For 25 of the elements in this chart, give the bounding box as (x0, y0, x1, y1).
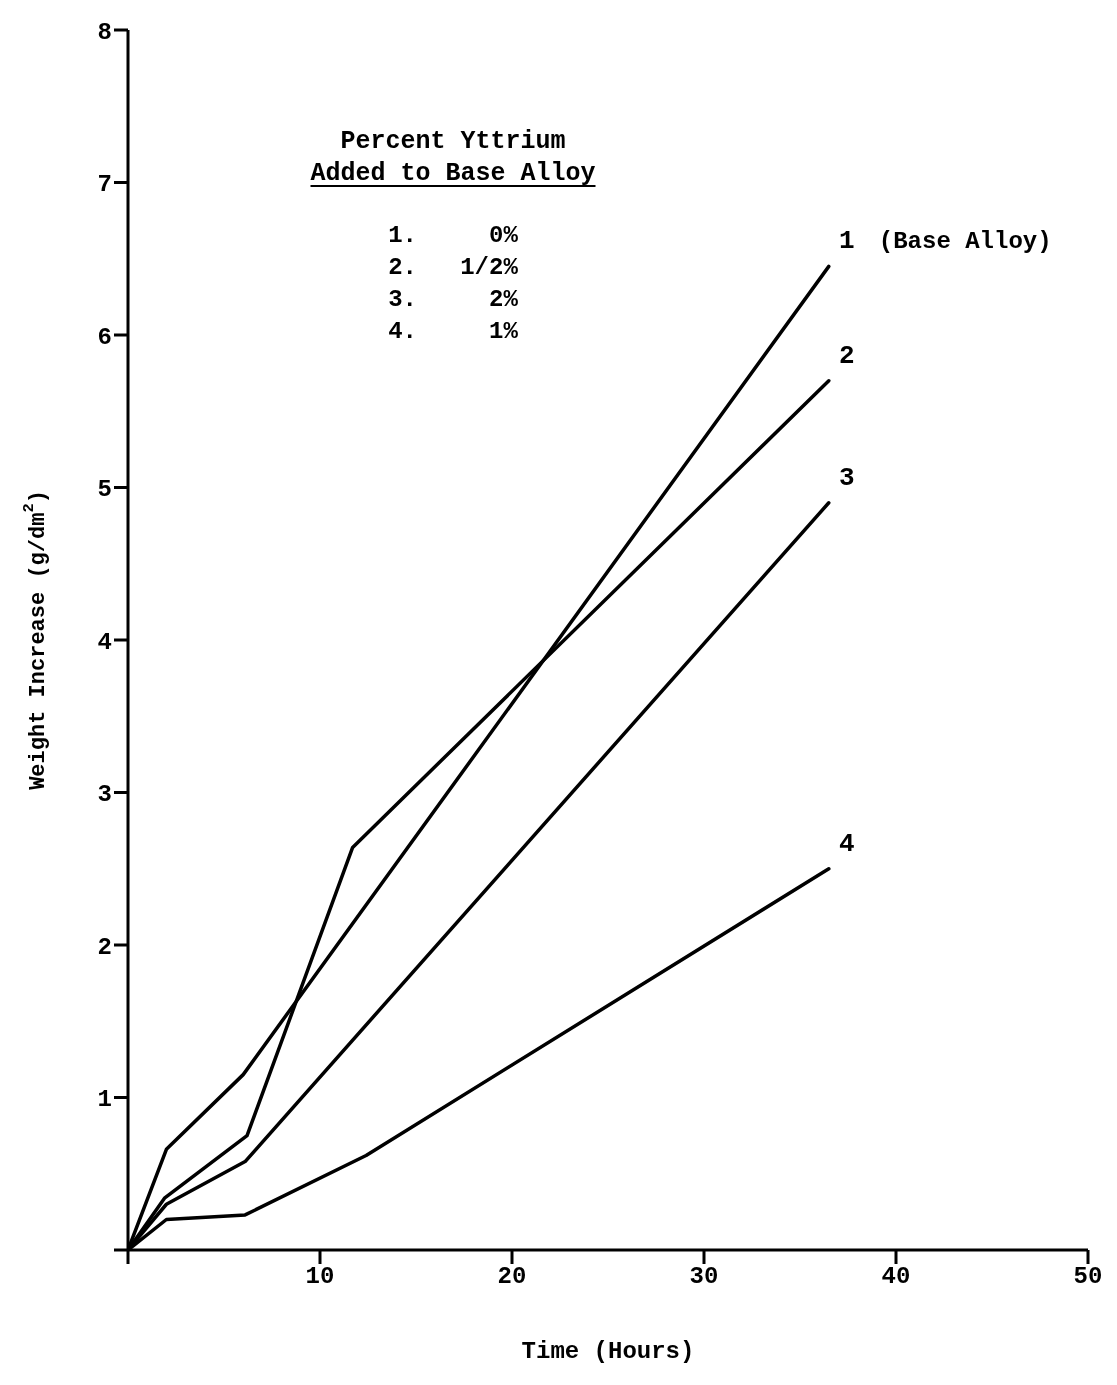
series-label: 1 (839, 226, 855, 257)
y-tick-label: 8 (97, 18, 112, 46)
x-tick-label: 50 (1073, 1263, 1103, 1291)
y-tick-label: 1 (97, 1086, 112, 1114)
series-label: 2 (839, 340, 855, 371)
series-label: 3 (839, 462, 855, 493)
annotation: 4. 1% (388, 318, 519, 345)
y-tick-label: 3 (97, 781, 112, 809)
x-axis-title: Time (Hours) (521, 1338, 695, 1365)
annotation: Added to Base Alloy (310, 159, 596, 188)
y-tick-label: 4 (97, 628, 112, 656)
annotation: Percent Yttrium (340, 127, 566, 156)
y-tick-label: 7 (97, 171, 112, 199)
series-label: 4 (839, 828, 855, 859)
y-tick-label: 6 (97, 323, 112, 351)
annotation: 2. 1/2% (388, 254, 519, 281)
x-tick-label: 40 (881, 1263, 911, 1291)
annotation: 3. 2% (388, 286, 519, 313)
annotation: (Base Alloy) (878, 228, 1052, 256)
x-tick-label: 10 (305, 1263, 335, 1291)
annotation: 1. 0% (388, 222, 519, 249)
y-tick-label: 5 (97, 476, 112, 504)
x-tick-label: 30 (689, 1263, 719, 1291)
x-tick-label: 20 (497, 1263, 527, 1291)
y-tick-label: 2 (97, 933, 112, 961)
